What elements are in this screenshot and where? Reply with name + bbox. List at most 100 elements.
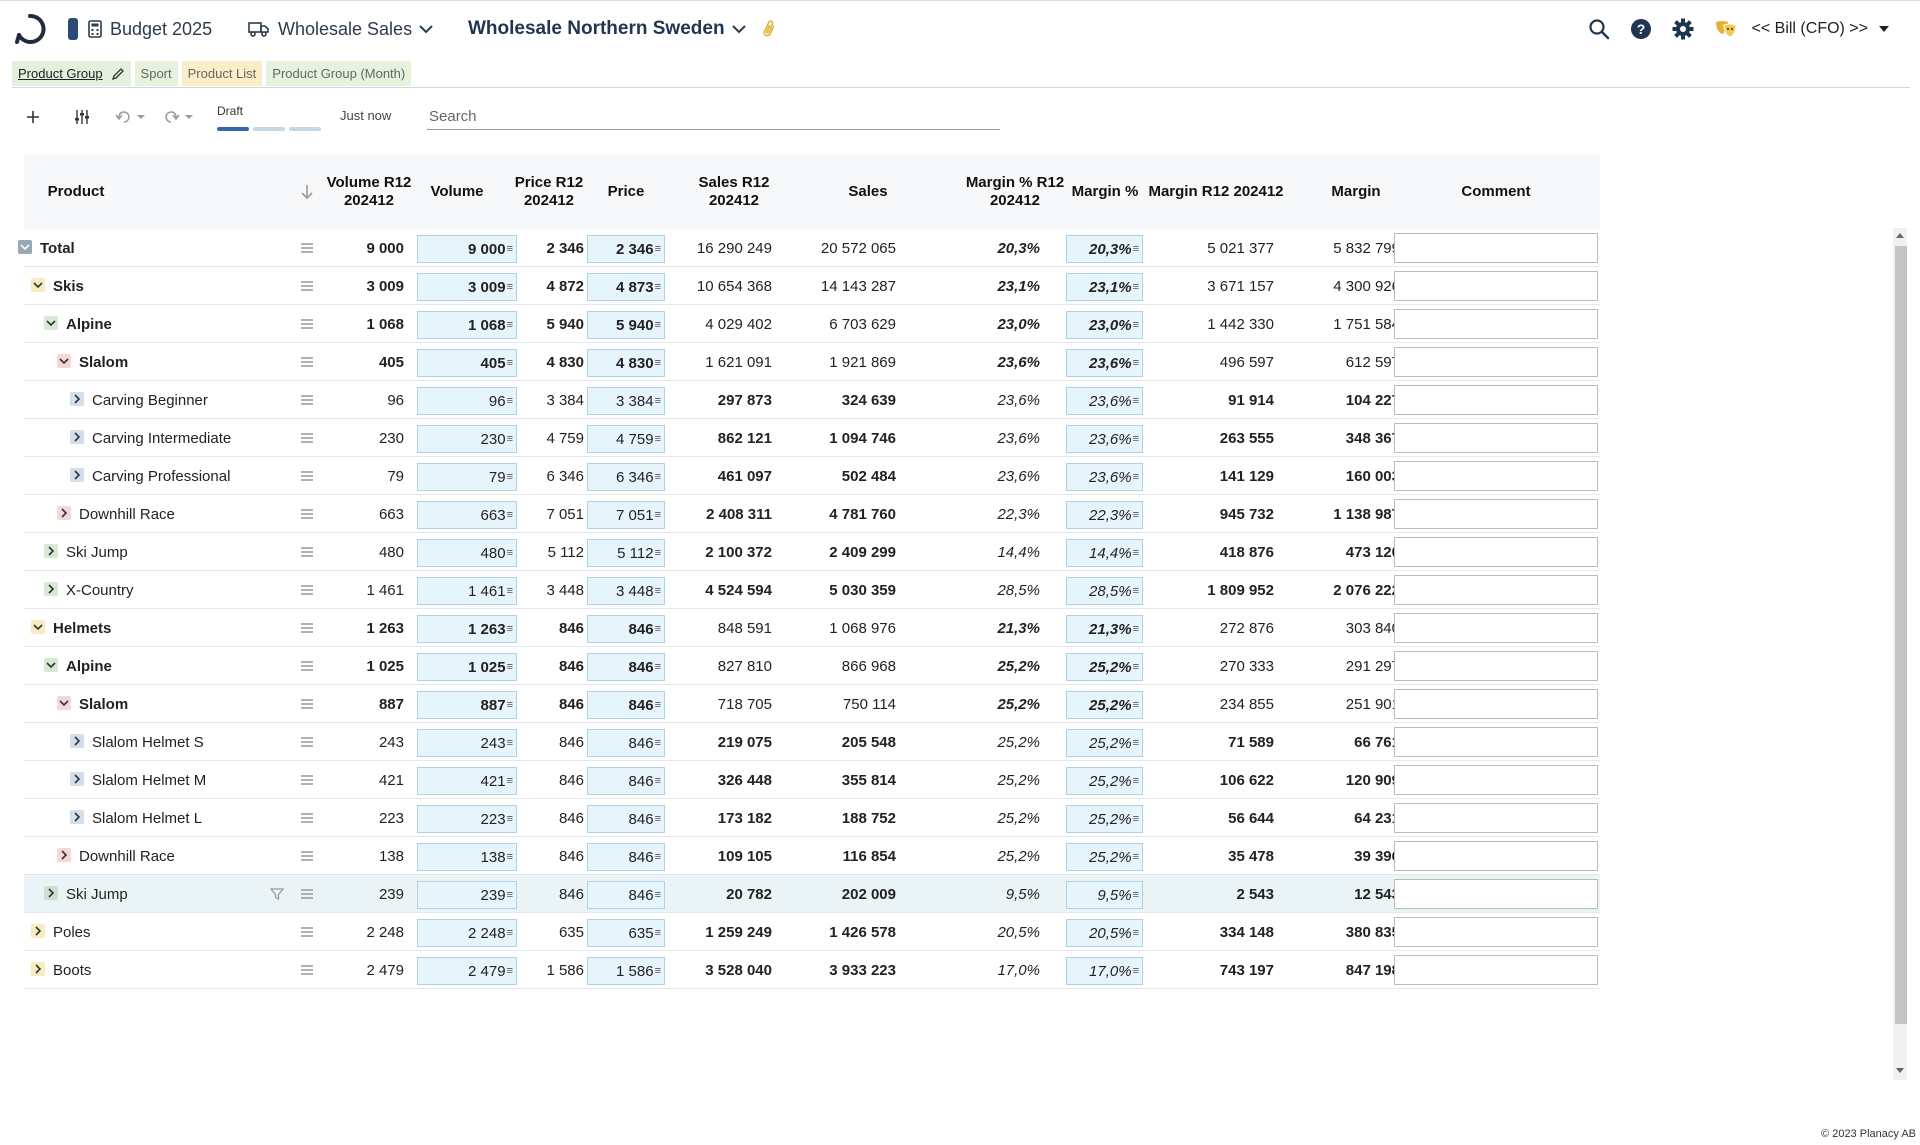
column-header-volume-r12-202412[interactable]: Volume R12 202412 <box>326 174 412 209</box>
row-menu-icon[interactable] <box>300 317 314 331</box>
undo-icon[interactable] <box>115 106 149 128</box>
table-row[interactable]: Boots 2 479 2 479 ≡ 1 586 1 586 ≡ 3 528 040 3 93… <box>24 951 1600 989</box>
cell-menu-icon[interactable]: ≡ <box>506 927 513 939</box>
chevron-right-icon[interactable] <box>57 506 71 520</box>
comment-input[interactable] <box>1394 689 1598 719</box>
cell-menu-icon[interactable]: ≡ <box>506 965 513 977</box>
cell-menu-icon[interactable]: ≡ <box>506 471 513 483</box>
editable-cell[interactable]: 2 479 ≡ <box>417 957 517 985</box>
column-header-volume[interactable]: Volume <box>430 183 484 200</box>
sliders-icon[interactable] <box>71 106 93 128</box>
cell-menu-icon[interactable]: ≡ <box>506 547 513 559</box>
cell-menu-icon[interactable]: ≡ <box>506 243 513 255</box>
editable-cell[interactable]: 846 ≡ <box>587 729 665 757</box>
table-row[interactable]: Carving Professional 79 79 ≡ 6 346 6 346 ≡ 461 … <box>24 457 1600 495</box>
column-header-margin[interactable]: Margin <box>1331 183 1381 200</box>
editable-cell[interactable]: 243 ≡ <box>417 729 517 757</box>
editable-cell[interactable]: 22,3% ≡ <box>1066 501 1143 529</box>
editable-cell[interactable]: 223 ≡ <box>417 805 517 833</box>
cell-menu-icon[interactable]: ≡ <box>506 775 513 787</box>
gear-icon[interactable] <box>1672 18 1694 40</box>
comment-input[interactable] <box>1394 727 1598 757</box>
editable-cell[interactable]: 21,3% ≡ <box>1066 615 1143 643</box>
cell-menu-icon[interactable]: ≡ <box>1132 547 1139 559</box>
editable-cell[interactable]: 9 000 ≡ <box>417 235 517 263</box>
cell-menu-icon[interactable]: ≡ <box>654 281 661 293</box>
filter-icon[interactable] <box>270 887 284 901</box>
row-menu-icon[interactable] <box>300 963 314 977</box>
editable-cell[interactable]: 28,5% ≡ <box>1066 577 1143 605</box>
cell-menu-icon[interactable]: ≡ <box>1132 775 1139 787</box>
table-row[interactable]: Carving Intermediate 230 230 ≡ 4 759 4 759 ≡ 86… <box>24 419 1600 457</box>
cell-menu-icon[interactable]: ≡ <box>654 965 661 977</box>
editable-cell[interactable]: 421 ≡ <box>417 767 517 795</box>
budget-selector[interactable]: Budget 2025 <box>68 15 212 43</box>
masks-icon[interactable] <box>1714 19 1738 39</box>
row-menu-icon[interactable] <box>300 507 314 521</box>
editable-cell[interactable]: 17,0% ≡ <box>1066 957 1143 985</box>
table-row[interactable]: Carving Beginner 96 96 ≡ 3 384 3 384 ≡ 297 873 3… <box>24 381 1600 419</box>
chevron-right-icon[interactable] <box>70 468 84 482</box>
row-menu-icon[interactable] <box>300 735 314 749</box>
editable-cell[interactable]: 846 ≡ <box>587 843 665 871</box>
row-menu-icon[interactable] <box>300 545 314 559</box>
editable-cell[interactable]: 846 ≡ <box>587 615 665 643</box>
tab-product-list[interactable]: Product List <box>181 61 263 86</box>
editable-cell[interactable]: 23,6% ≡ <box>1066 387 1143 415</box>
paperclip-icon[interactable] <box>761 19 777 39</box>
chevron-down-icon[interactable] <box>44 658 58 672</box>
cell-menu-icon[interactable]: ≡ <box>1132 471 1139 483</box>
chevron-right-icon[interactable] <box>31 924 45 938</box>
editable-cell[interactable]: 9,5% ≡ <box>1066 881 1143 909</box>
cell-menu-icon[interactable]: ≡ <box>1132 433 1139 445</box>
editable-cell[interactable]: 23,6% ≡ <box>1066 463 1143 491</box>
comment-input[interactable] <box>1394 879 1598 909</box>
editable-cell[interactable]: 4 873 ≡ <box>587 273 665 301</box>
column-header-margin[interactable]: Margin % <box>1071 183 1139 200</box>
table-row[interactable]: Ski Jump 239 239 ≡ 846 846 ≡ 20 782 202 009 9,5% 9… <box>24 875 1600 913</box>
cell-menu-icon[interactable]: ≡ <box>1132 623 1139 635</box>
cell-menu-icon[interactable]: ≡ <box>654 319 661 331</box>
cell-menu-icon[interactable]: ≡ <box>506 851 513 863</box>
editable-cell[interactable]: 138 ≡ <box>417 843 517 871</box>
column-header-comment[interactable]: Comment <box>1461 183 1531 200</box>
editable-cell[interactable]: 96 ≡ <box>417 387 517 415</box>
cell-menu-icon[interactable]: ≡ <box>1132 737 1139 749</box>
editable-cell[interactable]: 23,6% ≡ <box>1066 349 1143 377</box>
editable-cell[interactable]: 887 ≡ <box>417 691 517 719</box>
column-header-margin-r12-202412[interactable]: Margin % R12 202412 <box>965 174 1065 209</box>
editable-cell[interactable]: 3 384 ≡ <box>587 387 665 415</box>
cell-menu-icon[interactable]: ≡ <box>1132 965 1139 977</box>
table-row[interactable]: Slalom Helmet S 243 243 ≡ 846 846 ≡ 219 075 205 … <box>24 723 1600 761</box>
cell-menu-icon[interactable]: ≡ <box>1132 661 1139 673</box>
chevron-right-icon[interactable] <box>70 392 84 406</box>
comment-input[interactable] <box>1394 955 1598 985</box>
cell-menu-icon[interactable]: ≡ <box>1132 889 1139 901</box>
comment-input[interactable] <box>1394 423 1598 453</box>
cell-menu-icon[interactable]: ≡ <box>654 547 661 559</box>
cell-menu-icon[interactable]: ≡ <box>506 623 513 635</box>
cell-menu-icon[interactable]: ≡ <box>654 775 661 787</box>
cell-menu-icon[interactable]: ≡ <box>506 737 513 749</box>
editable-cell[interactable]: 3 009 ≡ <box>417 273 517 301</box>
editable-cell[interactable]: 480 ≡ <box>417 539 517 567</box>
cell-menu-icon[interactable]: ≡ <box>1132 281 1139 293</box>
cell-menu-icon[interactable]: ≡ <box>1132 585 1139 597</box>
row-menu-icon[interactable] <box>300 355 314 369</box>
editable-cell[interactable]: 20,5% ≡ <box>1066 919 1143 947</box>
comment-input[interactable] <box>1394 803 1598 833</box>
cell-menu-icon[interactable]: ≡ <box>654 357 661 369</box>
cell-menu-icon[interactable]: ≡ <box>654 623 661 635</box>
table-row[interactable]: Slalom Helmet M 421 421 ≡ 846 846 ≡ 326 448 355 … <box>24 761 1600 799</box>
planacy-logo-icon[interactable] <box>14 13 46 45</box>
editable-cell[interactable]: 23,1% ≡ <box>1066 273 1143 301</box>
chevron-right-icon[interactable] <box>70 430 84 444</box>
editable-cell[interactable]: 2 346 ≡ <box>587 235 665 263</box>
comment-input[interactable] <box>1394 347 1598 377</box>
editable-cell[interactable]: 23,0% ≡ <box>1066 311 1143 339</box>
cell-menu-icon[interactable]: ≡ <box>506 395 513 407</box>
column-header-product[interactable]: Product <box>47 183 105 200</box>
cell-menu-icon[interactable]: ≡ <box>654 433 661 445</box>
table-row[interactable]: Downhill Race 138 138 ≡ 846 846 ≡ 109 105 116 85… <box>24 837 1600 875</box>
chevron-down-icon[interactable] <box>44 316 58 330</box>
